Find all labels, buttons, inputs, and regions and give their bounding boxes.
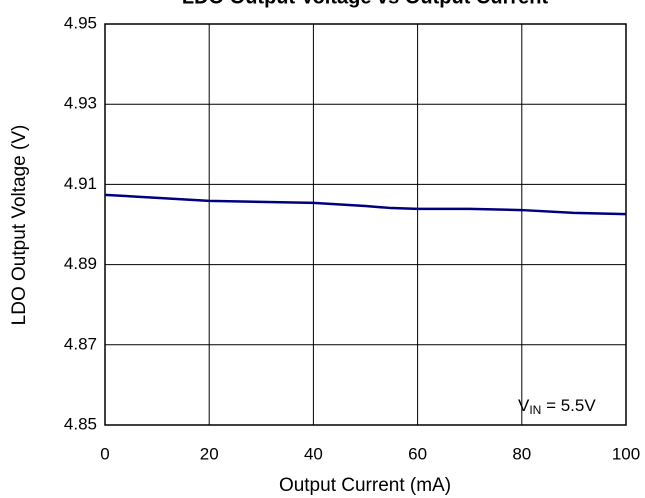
y-tick-label: 4.91 [64,174,97,193]
y-axis-label: LDO Output Voltage (V) [9,125,30,326]
y-tick-label: 4.85 [64,414,97,433]
x-tick-label: 100 [612,444,640,463]
y-tick-label: 4.87 [64,334,97,353]
annotation-rest: = 5.5V [541,396,596,415]
annotation-main: V [518,396,530,415]
chart-title: LDO Output Voltage vs Output Current [182,0,549,8]
y-tick-label: 4.93 [64,94,97,113]
x-axis-label: Output Current (mA) [279,475,451,496]
x-tick-label: 40 [304,444,323,463]
x-tick-label: 80 [512,444,531,463]
x-tick-label: 0 [100,444,109,463]
data-line [104,193,627,216]
x-tick-label: 20 [200,444,219,463]
x-tick-label: 60 [408,444,427,463]
plot-frame [104,23,627,426]
y-tick-label: 4.95 [64,13,97,32]
y-tick-label: 4.89 [64,254,97,273]
annotation: VIN = 5.5V [518,396,596,417]
annotation-sub: IN [529,403,541,417]
